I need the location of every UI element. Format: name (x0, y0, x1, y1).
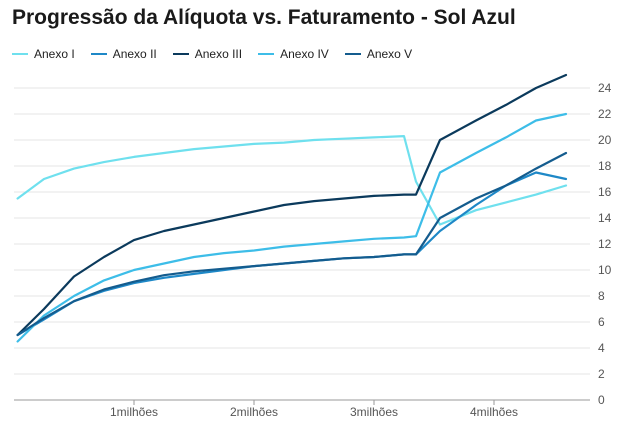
y-tick-label: 0 (598, 393, 605, 407)
legend-label: Anexo II (112, 47, 157, 61)
series-line (16, 112, 568, 343)
y-tick-label: 12 (598, 237, 612, 251)
series-line (16, 73, 568, 337)
chart-legend: Anexo I Anexo II Anexo III Anexo IV Anexo V (12, 47, 412, 61)
series-line (16, 135, 568, 226)
y-tick-label: 2 (598, 367, 605, 381)
legend-swatch (344, 53, 361, 55)
y-tick-label: 24 (598, 81, 612, 95)
y-tick-label: 6 (598, 315, 605, 329)
legend-swatch (90, 53, 107, 55)
legend-swatch (172, 53, 189, 55)
series-line (16, 171, 568, 337)
legend-item: Anexo II (90, 47, 157, 61)
legend-item: Anexo III (172, 47, 243, 61)
x-tick-label: 4milhões (470, 405, 518, 419)
legend-item: Anexo IV (258, 47, 329, 61)
legend-swatch (258, 53, 275, 55)
y-tick-label: 14 (598, 211, 612, 225)
legend-label: Anexo IV (280, 47, 329, 61)
y-tick-label: 18 (598, 159, 612, 173)
y-tick-label: 16 (598, 185, 612, 199)
y-tick-label: 8 (598, 289, 605, 303)
chart-title: Progressão da Alíquota vs. Faturamento -… (12, 6, 516, 29)
y-tick-label: 22 (598, 107, 612, 121)
x-tick-label: 2milhões (230, 405, 278, 419)
y-tick-label: 4 (598, 341, 605, 355)
y-tick-label: 20 (598, 133, 612, 147)
legend-item: Anexo V (344, 47, 413, 61)
legend-swatch (12, 53, 28, 55)
series-line (16, 151, 568, 337)
y-tick-label: 10 (598, 263, 612, 277)
legend-label: Anexo III (194, 47, 243, 61)
legend-label: Anexo I (34, 47, 75, 61)
x-tick-label: 1milhões (110, 405, 158, 419)
legend-label: Anexo V (366, 47, 413, 61)
legend-item: Anexo I (12, 47, 75, 61)
x-tick-label: 3milhões (350, 405, 398, 419)
